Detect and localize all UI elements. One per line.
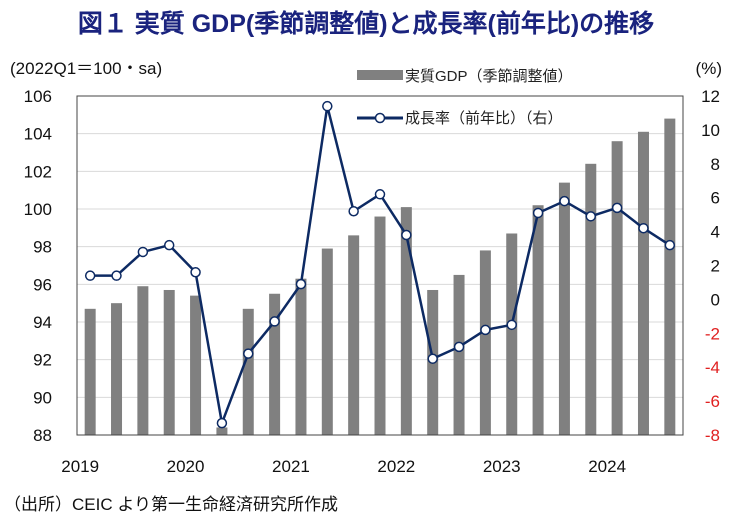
gdp-bar [558,182,570,435]
right-tick-label: -2 [705,324,720,343]
left-tick-label: 102 [24,162,52,181]
x-tick-label: 2020 [167,457,205,476]
x-tick-label: 2024 [588,457,626,476]
growth-rate-point [506,319,517,331]
growth-rate-point [427,353,438,364]
axes: 88 90 92 94 96 98 100 102 104 106 -8 -6 -4 -2 0 2 4 6 8 10 1… [24,87,720,476]
legend: 実質GDP（季節調整値） 成長率（前年比）（右） [357,67,573,127]
growth-rate-point [585,211,597,222]
left-axis-label: (2022Q1＝100・sa) [10,59,162,78]
growth-rate-point [664,239,676,251]
line-series [84,100,676,429]
gdp-bar [295,278,307,435]
x-tick-label: 2019 [61,457,99,476]
growth-rate-point [295,278,307,290]
gdp-bar [585,163,597,436]
legend-line-marker [374,112,386,124]
growth-rate-point [453,341,465,353]
gdp-bar [242,308,254,435]
right-tick-label: -4 [705,358,720,377]
left-tick-label: 96 [33,275,52,294]
gdp-bar [190,295,202,435]
growth-rate-point [322,100,333,112]
left-tick-label: 92 [33,351,52,370]
bar-series [84,118,676,436]
gdp-bar [163,289,175,435]
legend-bar-swatch [357,70,403,80]
growth-rate-point [401,229,412,241]
gdp-bar [400,207,412,435]
right-tick-label: 2 [711,257,720,276]
right-tick-label: -6 [705,392,720,411]
gdp-bar [664,118,676,435]
gdp-bar [111,303,123,435]
left-tick-label: 88 [33,426,52,445]
left-tick-label: 100 [24,200,52,219]
gdp-bar [532,205,544,435]
growth-rate-point [348,206,359,217]
growth-rate-point [243,348,254,359]
growth-rate-point [532,207,544,219]
gdp-bar [348,235,360,435]
right-tick-label: 0 [711,290,720,309]
right-tick-label: 10 [701,121,720,140]
x-tick-label: 2023 [483,457,521,476]
gdp-bar [84,308,96,435]
growth-rate-point [480,324,491,336]
growth-rate-point [611,202,623,214]
left-tick-label: 98 [33,238,52,257]
growth-rate-point [638,222,649,234]
left-tick-label: 94 [33,313,52,332]
left-tick-label: 106 [24,87,52,106]
growth-rate-point [374,189,386,200]
growth-rate-point [84,270,96,281]
x-tick-label: 2022 [377,457,415,476]
legend-line-label: 成長率（前年比）（右） [405,110,563,127]
right-tick-label: 4 [711,223,720,242]
right-tick-label: 6 [711,189,720,208]
gdp-bar [611,141,623,435]
growth-rate-point [216,417,228,429]
growth-rate-point [111,270,122,281]
left-tick-label: 90 [33,388,52,407]
source-note: （出所）CEIC より第一生命経済研究所作成 [4,495,338,514]
gdp-bar [216,427,228,435]
left-tick-label: 104 [24,125,52,144]
gdp-bar [269,293,281,435]
gdp-bar [137,286,149,435]
growth-rate-point [269,316,280,327]
right-tick-label: 12 [701,87,720,106]
gdp-bar [637,131,649,436]
legend-bar-label: 実質GDP（季節調整値） [405,67,573,85]
growth-rate-point [163,239,175,251]
right-tick-label: -8 [705,426,720,445]
gdp-bar [453,274,465,435]
chart-title: 図１ 実質 GDP(季節調整値)と成長率(前年比)の推移 [78,9,654,38]
gdp-bar [321,248,333,435]
plot-frame [76,95,684,436]
x-tick-label: 2021 [272,457,310,476]
gdp-bar [479,250,491,435]
gdp-bar [506,233,518,435]
gdp-bar [374,216,386,435]
growth-rate-point [190,267,201,278]
growth-rate-point [137,246,149,258]
right-axis-label: (%) [696,59,722,78]
growth-rate-point [559,195,570,207]
right-tick-label: 8 [711,155,720,174]
